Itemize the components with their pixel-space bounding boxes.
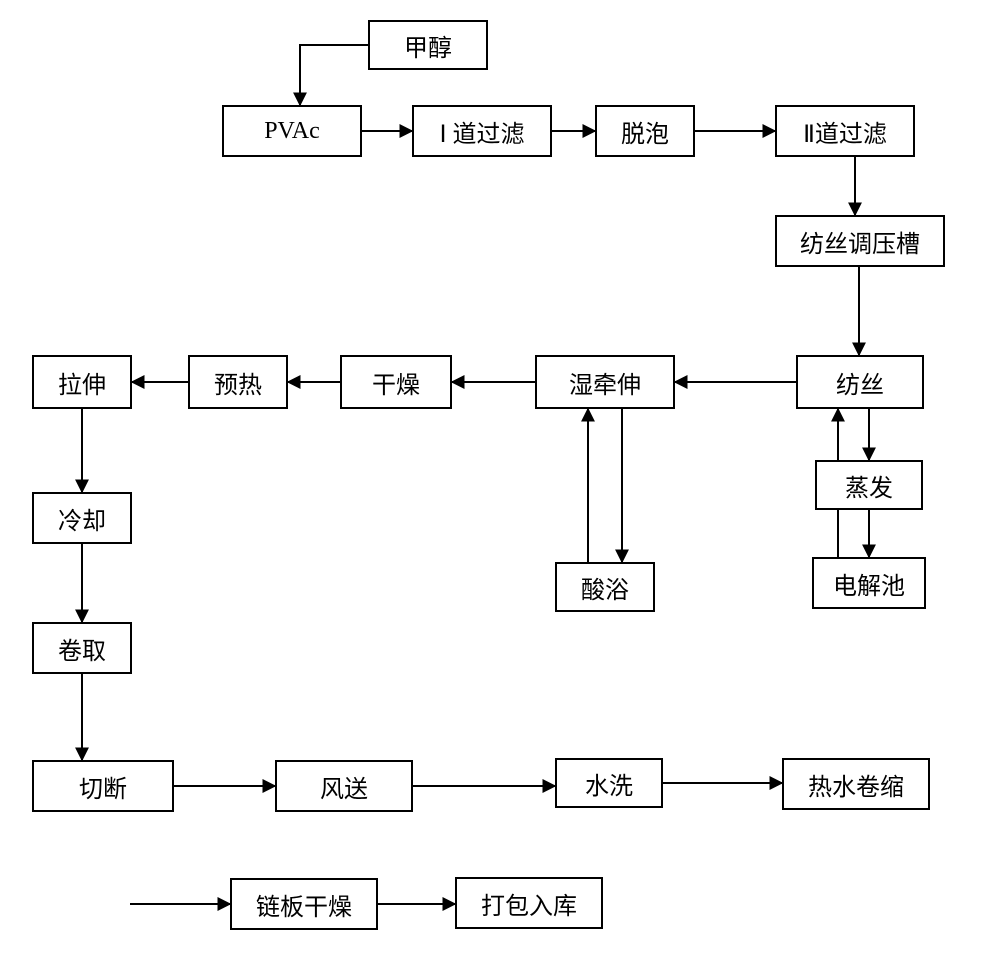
edge-methanol-to-pvac bbox=[300, 45, 368, 105]
node-wash: 水洗 bbox=[555, 758, 663, 808]
node-preheat: 预热 bbox=[188, 355, 288, 409]
node-electrolytic: 电解池 bbox=[812, 557, 926, 609]
node-defoam: 脱泡 bbox=[595, 105, 695, 157]
node-wind: 卷取 bbox=[32, 622, 132, 674]
node-pack: 打包入库 bbox=[455, 877, 603, 929]
node-evaporate: 蒸发 bbox=[815, 460, 923, 510]
node-hotwater: 热水卷缩 bbox=[782, 758, 930, 810]
node-dry1: 干燥 bbox=[340, 355, 452, 409]
node-acidbath: 酸浴 bbox=[555, 562, 655, 612]
node-cut: 切断 bbox=[32, 760, 174, 812]
node-airconvey: 风送 bbox=[275, 760, 413, 812]
node-filter1: Ⅰ 道过滤 bbox=[412, 105, 552, 157]
node-stretch: 拉伸 bbox=[32, 355, 132, 409]
node-methanol: 甲醇 bbox=[368, 20, 488, 70]
node-spinning: 纺丝 bbox=[796, 355, 924, 409]
node-cool: 冷却 bbox=[32, 492, 132, 544]
node-chaindry: 链板干燥 bbox=[230, 878, 378, 930]
node-pvac: PVAc bbox=[222, 105, 362, 157]
node-filter2: Ⅱ道过滤 bbox=[775, 105, 915, 157]
node-wetdraw: 湿牵伸 bbox=[535, 355, 675, 409]
node-pressure: 纺丝调压槽 bbox=[775, 215, 945, 267]
